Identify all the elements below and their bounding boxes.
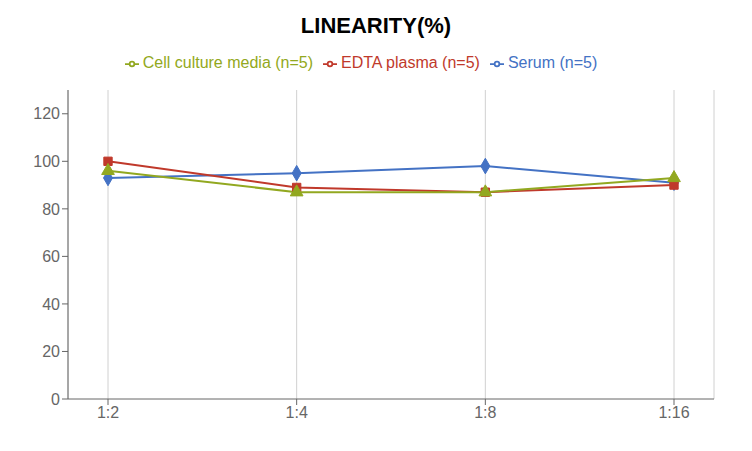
svg-text:1:16: 1:16 [658, 404, 689, 421]
svg-text:60: 60 [42, 248, 60, 265]
svg-text:120: 120 [33, 105, 60, 122]
svg-text:80: 80 [42, 201, 60, 218]
svg-text:1:8: 1:8 [474, 404, 496, 421]
svg-text:1:4: 1:4 [286, 404, 308, 421]
svg-text:40: 40 [42, 296, 60, 313]
html-text:EDTA plasma (n=5): EDTA plasma (n=5) [341, 54, 480, 71]
html-text:Cell culture media (n=5): Cell culture media (n=5) [142, 54, 313, 71]
svg-text:20: 20 [42, 343, 60, 360]
html-text:LINEARITY(%): LINEARITY(%) [300, 13, 452, 38]
svg-text:1:2: 1:2 [97, 404, 119, 421]
html-text:Serum (n=5): Serum (n=5) [507, 54, 598, 71]
svg-text:0: 0 [51, 391, 60, 408]
svg-text:100: 100 [33, 153, 60, 170]
